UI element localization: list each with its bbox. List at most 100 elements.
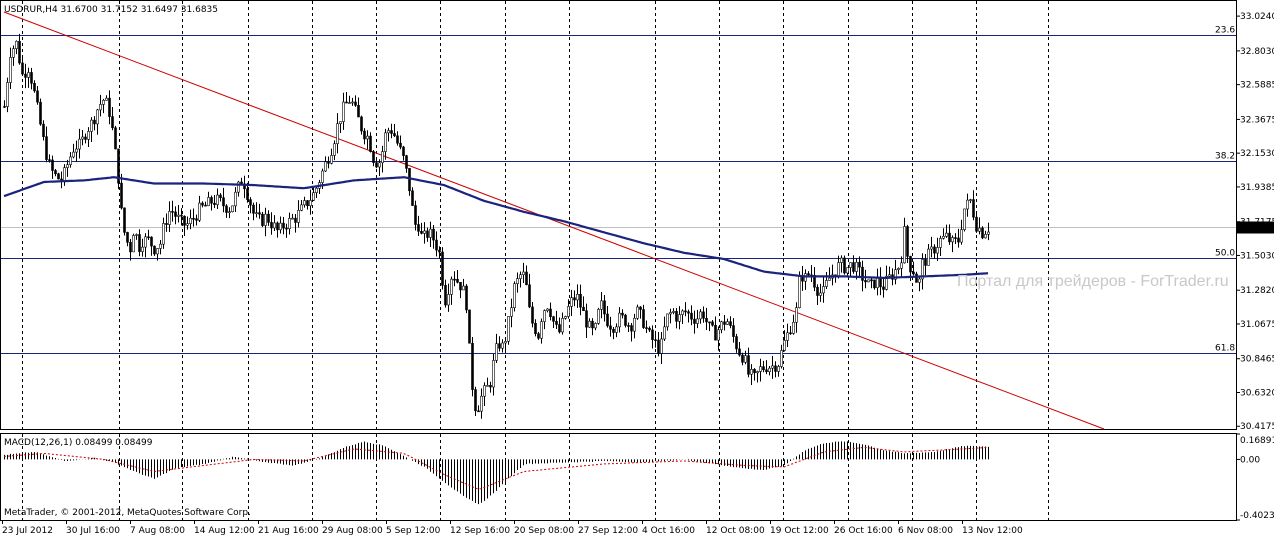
candle-body bbox=[30, 72, 33, 84]
candle bbox=[906, 224, 909, 263]
candle bbox=[888, 266, 891, 279]
candle bbox=[462, 278, 465, 291]
candle bbox=[678, 306, 681, 330]
candle-body bbox=[627, 325, 630, 327]
candle bbox=[507, 316, 510, 345]
candle-body bbox=[552, 316, 555, 322]
candle-body bbox=[153, 245, 156, 255]
candle bbox=[351, 97, 354, 106]
candle bbox=[384, 128, 387, 160]
candle-body bbox=[777, 366, 780, 372]
candle bbox=[354, 95, 357, 107]
candle bbox=[600, 291, 603, 319]
candle bbox=[951, 235, 954, 253]
candle-body bbox=[261, 213, 264, 226]
candle bbox=[471, 337, 474, 397]
price-tick-label: 32.5885 bbox=[1240, 81, 1274, 91]
candle-body bbox=[210, 197, 213, 204]
candle-body bbox=[291, 217, 294, 220]
candle bbox=[81, 129, 84, 146]
candle bbox=[693, 310, 696, 334]
candle-body bbox=[297, 210, 300, 223]
candle-body bbox=[192, 217, 195, 220]
candle bbox=[657, 331, 660, 357]
candle bbox=[648, 326, 651, 332]
price-tick-label: 32.1530 bbox=[1240, 149, 1274, 159]
candle bbox=[618, 307, 621, 333]
candle-body bbox=[540, 321, 543, 339]
candle bbox=[300, 200, 303, 212]
candle-body bbox=[570, 297, 573, 307]
candle bbox=[684, 302, 687, 317]
trendline bbox=[3, 11, 1105, 430]
candle bbox=[282, 217, 285, 235]
candle-body bbox=[183, 215, 186, 226]
candle bbox=[702, 306, 705, 323]
candle bbox=[129, 239, 132, 261]
candle-body bbox=[36, 90, 39, 103]
candle bbox=[435, 231, 438, 257]
candle-body bbox=[735, 336, 738, 350]
candle bbox=[465, 284, 468, 314]
candle-body bbox=[948, 232, 951, 243]
candle-body bbox=[174, 211, 177, 217]
candle-body bbox=[351, 101, 354, 104]
candle-body bbox=[327, 161, 330, 164]
candle bbox=[579, 284, 582, 316]
candle bbox=[576, 284, 579, 308]
candle bbox=[783, 330, 786, 352]
candle-body bbox=[402, 146, 405, 156]
candle-body bbox=[537, 333, 540, 339]
candle-body bbox=[726, 321, 729, 325]
candle-body bbox=[222, 197, 225, 207]
candle bbox=[510, 298, 513, 328]
candle bbox=[663, 316, 666, 342]
candle-body bbox=[969, 199, 972, 201]
candle bbox=[276, 221, 279, 238]
candle-body bbox=[933, 246, 936, 254]
price-tick-label: 31.0675 bbox=[1240, 320, 1274, 330]
candle-body bbox=[390, 130, 393, 134]
candle-body bbox=[363, 130, 366, 140]
candle bbox=[99, 94, 102, 117]
candle bbox=[513, 281, 516, 312]
candle bbox=[492, 354, 495, 396]
candle-body bbox=[339, 121, 342, 124]
candle-body bbox=[366, 135, 369, 140]
candle bbox=[780, 344, 783, 369]
candle-body bbox=[687, 311, 690, 314]
candle-body bbox=[315, 187, 318, 193]
candle bbox=[573, 290, 576, 307]
candle bbox=[387, 127, 390, 142]
candle bbox=[858, 256, 861, 277]
candle bbox=[675, 308, 678, 329]
candle bbox=[24, 63, 27, 89]
candle-body bbox=[456, 278, 459, 283]
candle bbox=[870, 277, 873, 289]
candle bbox=[123, 207, 126, 236]
candle-body bbox=[825, 280, 828, 287]
candle-body bbox=[138, 234, 141, 252]
candle-body bbox=[447, 294, 450, 306]
candle-body bbox=[750, 369, 753, 375]
candle-body bbox=[753, 369, 756, 374]
candle-body bbox=[180, 214, 183, 217]
candle-body bbox=[861, 266, 864, 281]
candle bbox=[636, 304, 639, 320]
candle bbox=[189, 209, 192, 230]
candle-body bbox=[576, 294, 579, 301]
candle bbox=[777, 364, 780, 377]
time-tick-label: 6 Nov 08:00 bbox=[898, 526, 953, 536]
candle bbox=[219, 193, 222, 202]
candle-body bbox=[384, 132, 387, 152]
candle-body bbox=[228, 211, 231, 214]
candle bbox=[447, 283, 450, 312]
candle-body bbox=[984, 234, 987, 239]
candle-body bbox=[771, 365, 774, 369]
candle bbox=[147, 229, 150, 241]
price-vertical-grid bbox=[22, 1, 1049, 429]
macd-panel-frame bbox=[0, 433, 1237, 521]
candle bbox=[453, 271, 456, 287]
candle bbox=[306, 200, 309, 210]
